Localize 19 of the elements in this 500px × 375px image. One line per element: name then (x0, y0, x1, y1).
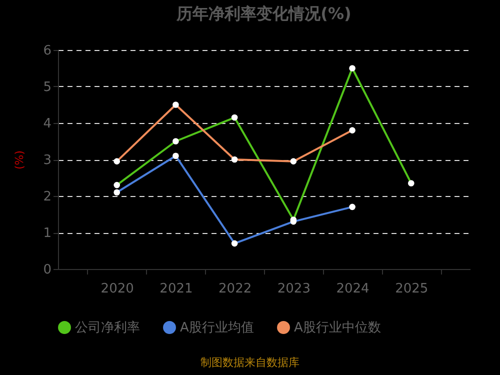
x-tick-label: 2021 (160, 282, 193, 296)
x-tick-label: 2022 (218, 282, 252, 296)
text: 制图数据来自数据库 (200, 355, 300, 370)
y-tick-label: 1 (43, 226, 52, 241)
chart-title: 历年净利率变化情况(%) (176, 4, 352, 23)
x-tick-label: 2025 (395, 282, 428, 296)
legend-label: 公司净利率 (75, 320, 140, 336)
y-tick-label: 3 (43, 153, 52, 168)
legend-label: A股行业均值 (180, 320, 254, 336)
y-tick-label: 4 (43, 116, 52, 132)
y-tick-label: 2 (43, 190, 52, 204)
y-tick-label: 5 (43, 80, 52, 95)
y-tick-label: 0 (43, 262, 52, 278)
legend-label: A股行业中位数 (294, 320, 381, 336)
y-axis-title: (%) (13, 150, 26, 170)
x-tick-label: 2024 (336, 282, 370, 296)
x-tick-label: 2020 (100, 282, 134, 296)
y-tick-label: 6 (43, 44, 52, 58)
x-tick-label: 2023 (277, 282, 310, 296)
